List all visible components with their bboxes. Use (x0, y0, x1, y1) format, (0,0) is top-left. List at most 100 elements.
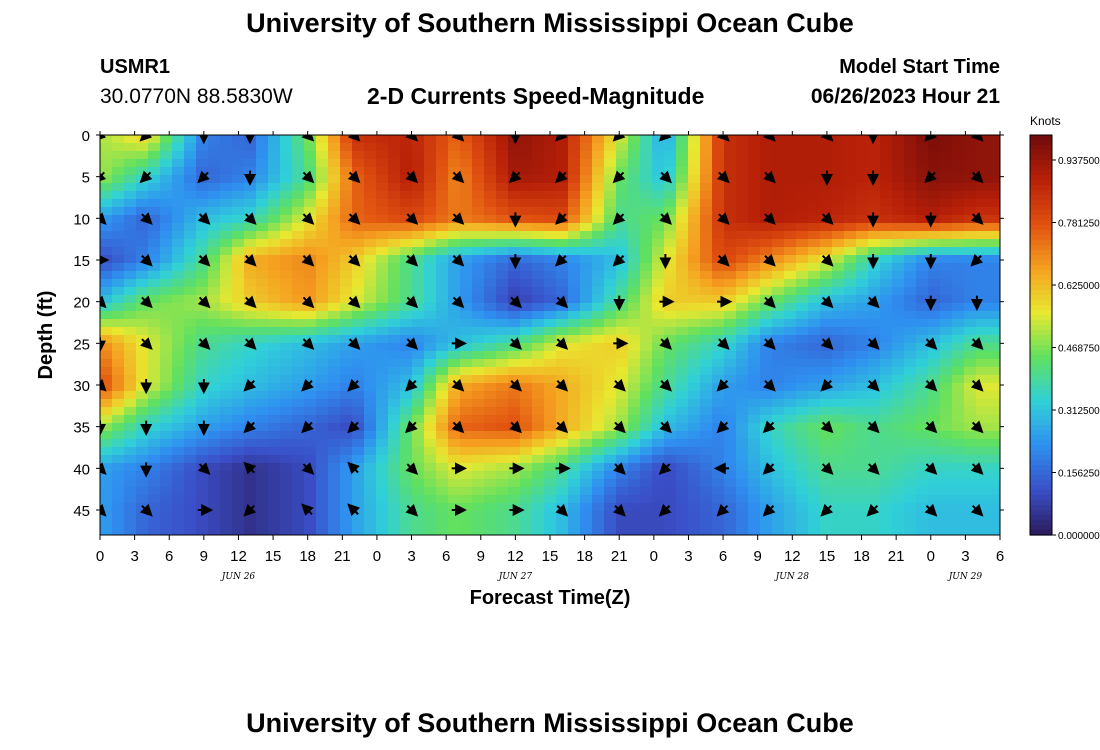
heatmap-cell (844, 431, 857, 440)
heatmap-cell (124, 279, 137, 288)
heatmap-cell (124, 231, 137, 240)
heatmap-cell (256, 359, 269, 368)
heatmap-cell (604, 295, 617, 304)
heatmap-cell (448, 415, 461, 424)
heatmap-cell (400, 239, 413, 248)
heatmap-cell (100, 271, 113, 280)
heatmap-cell (436, 271, 449, 280)
heatmap-cell (292, 303, 305, 312)
current-vector-arrow (762, 462, 776, 475)
heatmap-cell (232, 135, 245, 144)
heatmap-cell (232, 215, 245, 224)
heatmap-cell (436, 295, 449, 304)
heatmap-cell (988, 279, 1000, 288)
heatmap-cell (340, 303, 353, 312)
heatmap-cell (208, 375, 221, 384)
heatmap-cell (652, 351, 665, 360)
heatmap-cell (832, 343, 845, 352)
current-vector-arrow (820, 212, 834, 225)
heatmap-cell (964, 391, 977, 400)
colorbar-frame (1029, 134, 1053, 536)
heatmap-cell (880, 479, 893, 488)
heatmap-cell (292, 255, 305, 264)
heatmap-cell (940, 415, 953, 424)
heatmap-cell (256, 415, 269, 424)
heatmap-cell (676, 239, 689, 248)
heatmap-cell (460, 439, 473, 448)
heatmap-cell (388, 351, 401, 360)
colorbar-band (1030, 510, 1052, 516)
heatmap-cell (328, 431, 341, 440)
heatmap-cell (232, 311, 245, 320)
heatmap-cell (520, 439, 533, 448)
heatmap-cell (496, 351, 509, 360)
heatmap-cell (256, 407, 269, 416)
heatmap-cell (208, 215, 221, 224)
heatmap-cell (772, 527, 785, 535)
heatmap-cell (808, 495, 821, 504)
heatmap-cell (796, 455, 809, 464)
heatmap-cell (184, 287, 197, 296)
current-vector-arrow (301, 462, 315, 475)
heatmap-cell (664, 367, 677, 376)
heatmap-cell (352, 471, 365, 480)
heatmap-cell (340, 415, 353, 424)
heatmap-cell (676, 319, 689, 328)
heatmap-cell (712, 239, 725, 248)
heatmap-cell (496, 295, 509, 304)
heatmap-cell (460, 231, 473, 240)
heatmap-cell (904, 239, 917, 248)
heatmap-cell (412, 167, 425, 176)
heatmap-cell (400, 279, 413, 288)
heatmap-cell (400, 223, 413, 232)
heatmap-cell (592, 215, 605, 224)
heatmap-cell (364, 479, 377, 488)
heatmap-cell (940, 207, 953, 216)
heatmap-cell (352, 247, 365, 256)
heatmap-cell (460, 503, 473, 512)
heatmap-cell (172, 303, 185, 312)
heatmap-cell (520, 431, 533, 440)
heatmap-cell (772, 295, 785, 304)
current-vector-arrow (301, 503, 314, 517)
heatmap-cell (736, 455, 749, 464)
heatmap-cell (556, 303, 569, 312)
current-vector-arrow (763, 337, 776, 350)
heatmap-cell (604, 183, 617, 192)
heatmap-cell (664, 391, 677, 400)
heatmap-cell (976, 431, 989, 440)
heatmap-cell (316, 215, 329, 224)
heatmap-cell (400, 351, 413, 360)
heatmap-cell (628, 359, 641, 368)
colorbar-band (1030, 450, 1052, 456)
heatmap-cell (208, 527, 221, 535)
heatmap-cell (472, 367, 485, 376)
heatmap-cell (556, 279, 569, 288)
heatmap-cell (616, 247, 629, 256)
heatmap-cell (952, 247, 965, 256)
heatmap-cell (928, 495, 941, 504)
heatmap-cell (580, 311, 593, 320)
heatmap-cell (556, 287, 569, 296)
heatmap-cell (616, 287, 629, 296)
heatmap-cell (616, 183, 629, 192)
heatmap-cell (832, 191, 845, 200)
heatmap-cell (124, 247, 137, 256)
heatmap-cell (604, 447, 617, 456)
heatmap-cell (544, 255, 557, 264)
heatmap-cell (592, 527, 605, 535)
heatmap-cell (484, 343, 497, 352)
heatmap-cell (556, 247, 569, 256)
heatmap-cell (964, 447, 977, 456)
heatmap-cell (520, 471, 533, 480)
heatmap-cell (280, 327, 293, 336)
current-vector-arrow (555, 420, 569, 434)
heatmap-cell (856, 511, 869, 520)
colorbar-band (1030, 190, 1052, 196)
heatmap-cell (652, 343, 665, 352)
heatmap-cell (376, 327, 389, 336)
heatmap-cell (184, 487, 197, 496)
heatmap-cell (808, 327, 821, 336)
heatmap-cell (892, 343, 905, 352)
heatmap-cell (964, 183, 977, 192)
